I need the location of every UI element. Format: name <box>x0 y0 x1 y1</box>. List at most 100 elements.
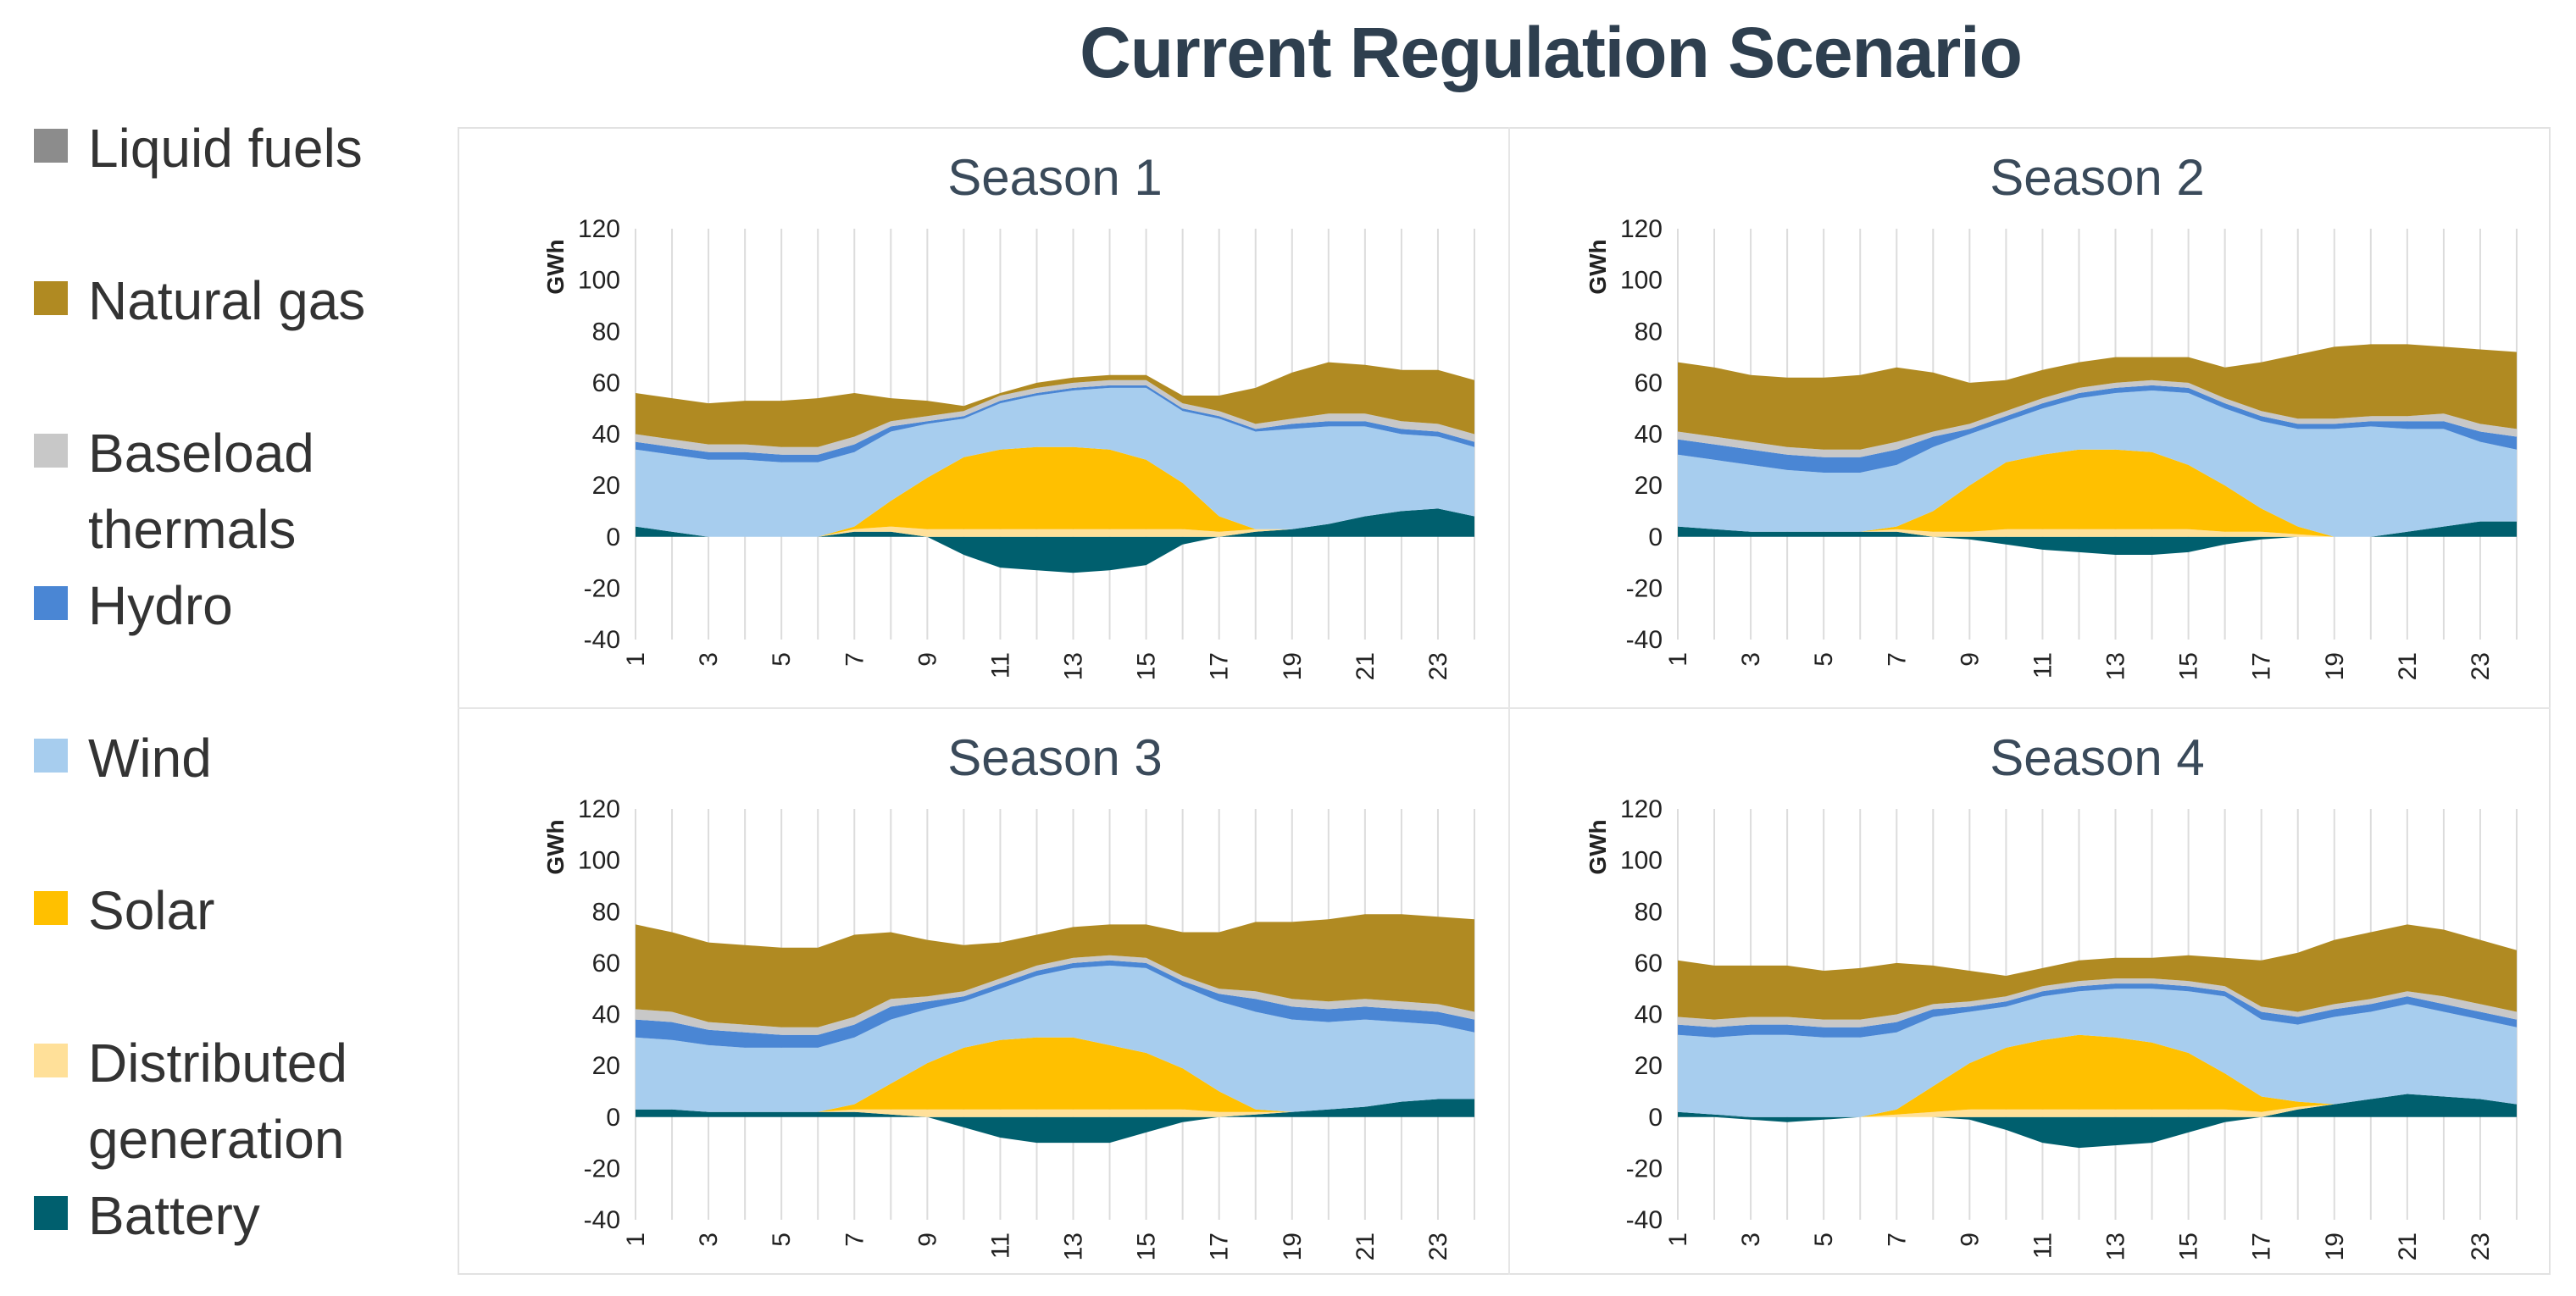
area-battery-negative <box>1678 536 2517 555</box>
area-distributed-generation <box>636 1099 1474 1117</box>
area-battery <box>636 508 1474 537</box>
x-tick-label: 11 <box>2029 1232 2057 1259</box>
legend-label: Natural gas <box>88 270 366 331</box>
panel-divider-vertical <box>1508 127 1510 1275</box>
area-hydro <box>636 385 1474 462</box>
y-tick-label: 20 <box>592 1052 620 1080</box>
legend-swatch <box>34 129 68 163</box>
y-tick-label: 20 <box>1635 472 1663 500</box>
legend-swatch <box>34 891 68 925</box>
x-tick-label: 15 <box>2175 1232 2203 1260</box>
area-battery <box>1678 1094 2517 1117</box>
x-tick-label: 11 <box>986 652 1014 678</box>
area-battery-negative <box>1678 1116 2517 1149</box>
area-wind <box>636 965 1474 1112</box>
x-tick-label: 19 <box>2321 652 2349 680</box>
area-baseload-thermals <box>636 379 1474 455</box>
legend-swatch <box>34 1196 68 1230</box>
x-tick-label: 9 <box>1956 652 1984 667</box>
x-tick-label: 7 <box>841 652 869 667</box>
y-tick-label: -40 <box>584 626 620 654</box>
page-title: Current Regulation Scenario <box>1080 13 2023 92</box>
chart-season-1: Season 1 GWh -40 -20 0 20 40 60 80 100 120 1 3 5 7 9 11 1… <box>475 136 1500 703</box>
area-wind <box>1678 390 2517 537</box>
x-tick-label: 13 <box>2102 652 2130 680</box>
x-tick-label: 1 <box>622 652 650 667</box>
area-battery <box>636 1099 1474 1117</box>
legend-swatch <box>34 281 68 315</box>
y-tick-label: 120 <box>1620 215 1663 243</box>
chart-title: Season 4 <box>1990 729 2205 786</box>
x-tick-label: 23 <box>2467 1232 2495 1260</box>
y-tick-label: 100 <box>578 847 620 875</box>
x-tick-label: 9 <box>913 652 941 667</box>
area-natural-gas <box>1678 924 2517 1020</box>
x-tick-label: 3 <box>1737 1232 1765 1247</box>
area-distributed-generation <box>636 508 1474 537</box>
x-tick-label: 5 <box>1810 1232 1838 1247</box>
chart-title: Season 2 <box>1990 149 2205 206</box>
x-tick-label: 9 <box>913 1232 941 1247</box>
chart-season-2: Season 2 GWh -40 -20 0 20 40 60 80 100 120 1 3 5 7 9 11 1… <box>1517 136 2542 703</box>
x-tick-label: 17 <box>1206 652 1234 680</box>
x-tick-label: 15 <box>2175 652 2203 680</box>
x-tick-label: 19 <box>1279 1232 1307 1260</box>
area-battery-negative <box>636 1116 1474 1144</box>
y-tick-label: 120 <box>1620 795 1663 823</box>
legend-label: Baseload thermals <box>88 423 314 560</box>
y-axis-label: GWh <box>1585 819 1611 874</box>
y-tick-label: 0 <box>606 523 620 551</box>
legend-item: Liquid fuels <box>34 110 363 186</box>
y-tick-label: 20 <box>1635 1052 1663 1080</box>
y-axis-label: GWh <box>1585 239 1611 294</box>
area-solar <box>1678 1034 2517 1117</box>
legend-label: Solar <box>88 880 215 941</box>
x-tick-label: 21 <box>2394 1232 2422 1260</box>
y-tick-label: 60 <box>1635 950 1663 978</box>
x-tick-label: 3 <box>1737 652 1765 667</box>
legend-item: Baseload thermals <box>34 415 314 568</box>
area-natural-gas <box>1678 344 2517 450</box>
y-tick-label: 80 <box>592 898 620 926</box>
area-distributed-generation <box>1678 521 2517 537</box>
legend-item: Solar <box>34 872 214 949</box>
x-tick-label: 1 <box>1664 1232 1692 1247</box>
area-solar <box>636 1037 1474 1112</box>
y-tick-label: 20 <box>592 472 620 500</box>
legend-swatch <box>34 739 68 773</box>
y-axis-label: GWh <box>542 239 569 294</box>
x-tick-label: 23 <box>1424 652 1452 680</box>
y-tick-label: -40 <box>584 1206 620 1234</box>
y-tick-label: -40 <box>1626 1206 1663 1234</box>
chart-season-3: Season 3 GWh -40 -20 0 20 40 60 80 100 120 1 3 5 7 9 11 1… <box>475 716 1500 1283</box>
legend-item: Wind <box>34 720 212 796</box>
y-tick-label: -40 <box>1626 626 1663 654</box>
y-tick-label: 40 <box>592 1001 620 1029</box>
x-tick-label: 17 <box>2248 652 2276 680</box>
x-tick-label: 5 <box>768 652 796 667</box>
y-tick-label: 40 <box>1635 1001 1663 1029</box>
legend-label: Hydro <box>88 575 233 636</box>
legend-item: Hydro <box>34 568 233 644</box>
legend-label: Battery <box>88 1185 260 1246</box>
panel-divider-horizontal <box>458 707 2551 709</box>
area-baseload-thermals <box>1678 379 2517 457</box>
y-tick-label: 0 <box>1648 523 1663 551</box>
y-tick-label: 100 <box>1620 847 1663 875</box>
x-tick-label: 21 <box>2394 652 2422 680</box>
x-tick-label: 11 <box>986 1232 1014 1259</box>
x-tick-label: 5 <box>768 1232 796 1247</box>
area-battery <box>1678 521 2517 537</box>
x-tick-label: 23 <box>1424 1232 1452 1260</box>
x-tick-label: 3 <box>695 652 723 667</box>
y-tick-label: 0 <box>606 1104 620 1132</box>
y-tick-label: 80 <box>592 318 620 346</box>
area-baseload-thermals <box>636 955 1474 1035</box>
legend-swatch <box>34 586 68 620</box>
x-tick-label: 19 <box>1279 652 1307 680</box>
x-tick-label: 3 <box>695 1232 723 1247</box>
area-battery-negative <box>636 536 1474 573</box>
x-tick-label: 23 <box>2467 652 2495 680</box>
